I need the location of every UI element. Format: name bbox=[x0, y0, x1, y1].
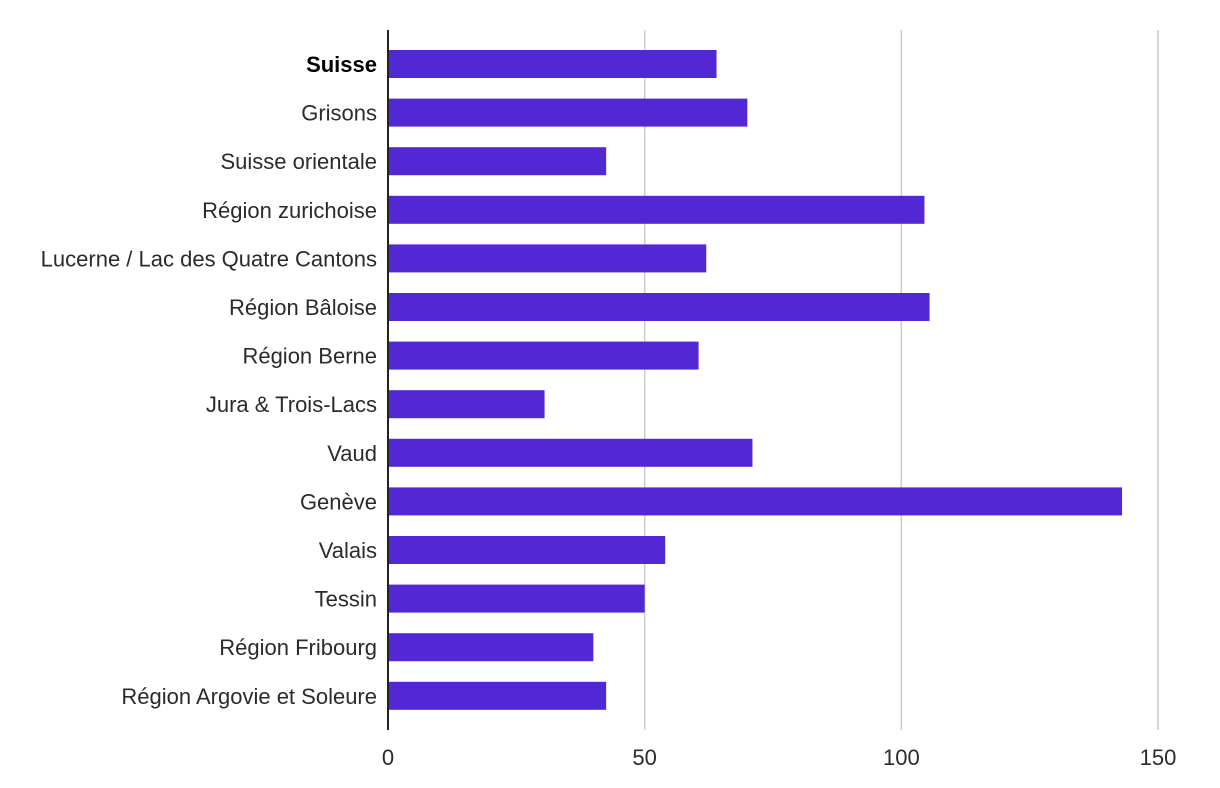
category-label: Région Bâloise bbox=[229, 295, 377, 320]
bar bbox=[388, 584, 645, 613]
bars bbox=[388, 50, 1123, 710]
bar bbox=[388, 341, 699, 370]
bar bbox=[388, 50, 717, 78]
bar bbox=[388, 536, 666, 564]
category-label: Tessin bbox=[315, 587, 377, 612]
bar bbox=[388, 244, 707, 273]
bar bbox=[388, 487, 1123, 516]
bar bbox=[388, 633, 594, 662]
x-tick-label: 0 bbox=[382, 745, 394, 770]
category-label: Vaud bbox=[327, 441, 377, 466]
category-label: Région zurichoise bbox=[202, 198, 377, 223]
bar bbox=[388, 98, 748, 127]
category-label: Région Fribourg bbox=[219, 635, 377, 660]
category-label: Région Argovie et Soleure bbox=[121, 684, 377, 709]
x-tick-label: 100 bbox=[883, 745, 920, 770]
category-label: Jura & Trois-Lacs bbox=[206, 392, 377, 417]
bar bbox=[388, 293, 930, 321]
bar bbox=[388, 195, 925, 224]
category-labels: Suisse Grisons Suisse orientale Région zuri… bbox=[41, 52, 377, 709]
bar bbox=[388, 681, 607, 710]
category-label: Région Berne bbox=[242, 344, 377, 369]
category-label: Suisse bbox=[306, 52, 377, 77]
category-label: Grisons bbox=[301, 101, 377, 126]
bar bbox=[388, 390, 545, 419]
category-label: Genève bbox=[300, 489, 377, 514]
category-label: Lucerne / Lac des Quatre Cantons bbox=[41, 246, 377, 271]
x-tick-label: 50 bbox=[632, 745, 656, 770]
bar bbox=[388, 147, 607, 176]
x-tick-labels: 0 50 100 150 bbox=[382, 745, 1176, 770]
category-label: Suisse orientale bbox=[220, 149, 377, 174]
category-label: Valais bbox=[319, 538, 377, 563]
x-tick-label: 150 bbox=[1140, 745, 1177, 770]
gridlines bbox=[643, 30, 1159, 730]
bar bbox=[388, 438, 753, 467]
